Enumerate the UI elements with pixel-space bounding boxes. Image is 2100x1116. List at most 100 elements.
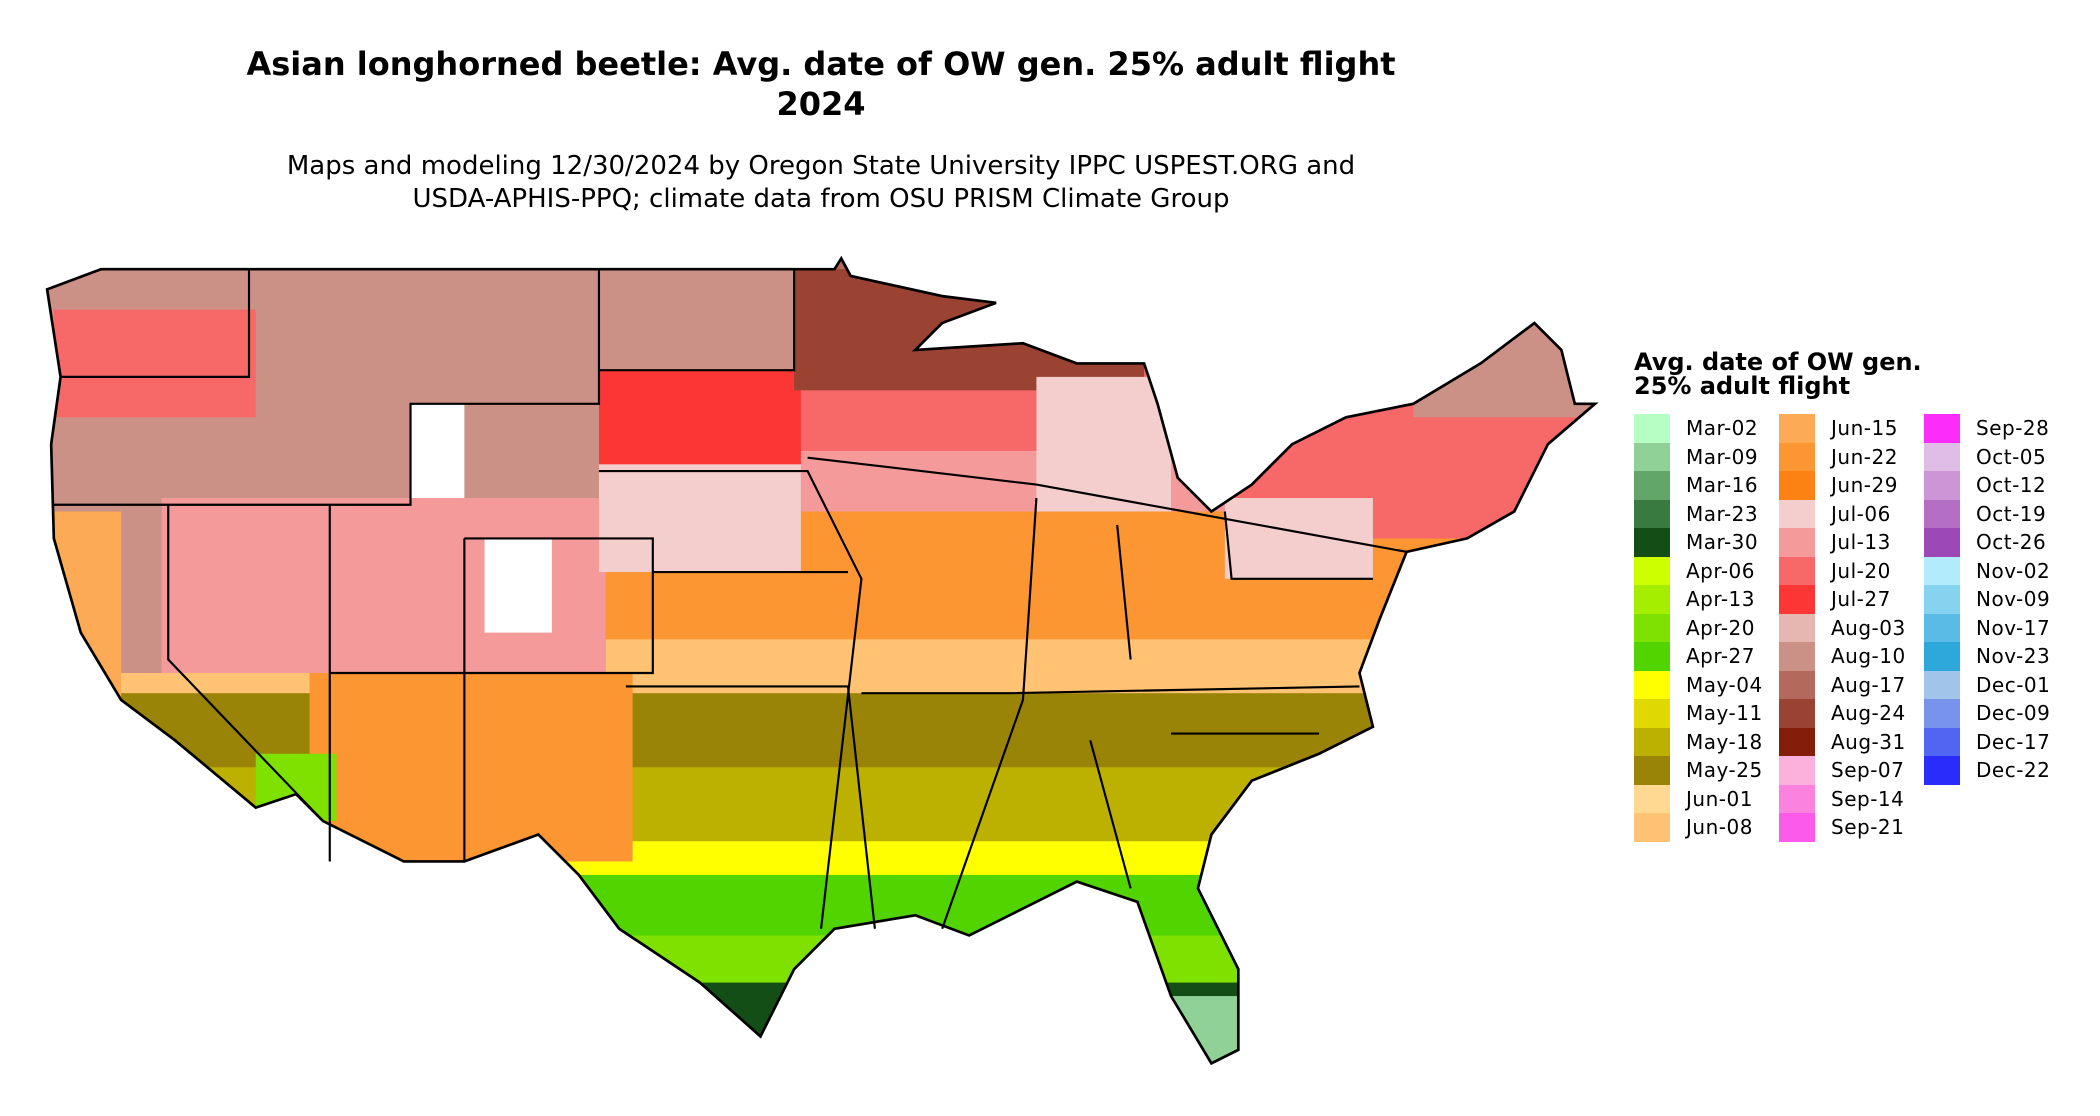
legend-item: Aug-03 [1779,613,1924,642]
legend-swatch [1924,699,1960,728]
legend-item: Aug-31 [1779,727,1924,756]
legend-label: Aug-24 [1831,701,1906,726]
legend-label: Oct-19 [1976,501,2047,526]
map-subtitle-line2: USDA-APHIS-PPQ; climate data from OSU PR… [412,184,1230,214]
legend-item: Aug-10 [1779,642,1924,671]
legend-label: Oct-05 [1976,444,2047,469]
legend-item: Oct-26 [1924,528,2069,557]
legend-label: Apr-06 [1686,558,1755,583]
legend-swatch [1634,499,1670,528]
legend-swatch [1634,528,1670,557]
legend-item: Jul-06 [1779,499,1924,528]
legend-swatch [1779,528,1815,557]
legend-label: Nov-23 [1976,644,2051,669]
legend-label: Nov-17 [1976,615,2051,640]
legend-swatch [1634,642,1670,671]
legend-item: Nov-09 [1924,585,2069,614]
phenology-raster [47,258,1596,1064]
legend-label: Nov-02 [1976,558,2051,583]
legend-item: Dec-01 [1924,670,2069,699]
legend-swatch [1634,556,1670,585]
legend-swatch [1924,756,1960,785]
legend-swatch [1779,499,1815,528]
legend-label: Sep-14 [1831,786,1905,811]
legend-label: Jun-08 [1686,815,1753,840]
legend-swatch [1634,727,1670,756]
legend-swatch [1634,813,1670,842]
legend-label: Dec-17 [1976,729,2051,754]
legend-swatch [1634,670,1670,699]
legend-swatch [1924,499,1960,528]
legend-item: Jul-27 [1779,585,1924,614]
legend-swatch [1779,471,1815,500]
legend-title: Avg. date of OW gen. 25% adult flight [1634,348,1922,400]
legend-swatch [1634,756,1670,785]
legend-label: Apr-20 [1686,615,1755,640]
legend-swatch [1924,613,1960,642]
legend-item: Apr-27 [1634,642,1779,671]
legend-item: Sep-07 [1779,756,1924,785]
legend-label: Jul-06 [1831,501,1891,526]
legend-label: Aug-03 [1831,615,1906,640]
legend-swatch [1924,528,1960,557]
legend-swatch [1779,699,1815,728]
legend-column: Sep-28 Oct-05 Oct-12 Oct-19 Oct-26 Nov-02 Nov-… [1924,414,2069,842]
legend-item: Dec-17 [1924,727,2069,756]
legend-item: Sep-21 [1779,813,1924,842]
legend-label: Dec-22 [1976,758,2051,783]
map-subtitle-line1: Maps and modeling 12/30/2024 by Oregon S… [286,151,1356,181]
legend-label: Jun-01 [1686,786,1753,811]
legend-item: Dec-09 [1924,699,2069,728]
legend-item: Mar-23 [1634,499,1779,528]
legend-item: May-04 [1634,670,1779,699]
legend-label: Mar-16 [1686,473,1759,498]
legend-swatch [1634,585,1670,614]
legend-label: Jun-15 [1831,416,1898,441]
legend-item: Jul-20 [1779,556,1924,585]
legend-label: Apr-27 [1686,644,1755,669]
legend-swatch [1924,585,1960,614]
legend-swatch [1924,471,1960,500]
legend-item: Jun-29 [1779,471,1924,500]
legend-label: May-04 [1686,672,1763,697]
legend-label: Oct-26 [1976,530,2047,555]
legend-swatch [1924,642,1960,671]
legend-swatch [1779,813,1815,842]
legend-item: Apr-13 [1634,585,1779,614]
legend-item: Aug-17 [1779,670,1924,699]
legend-swatch [1779,613,1815,642]
map-subtitle: Maps and modeling 12/30/2024 by Oregon S… [0,150,1642,216]
legend-label: Mar-23 [1686,501,1759,526]
legend-swatch [1779,727,1815,756]
legend-label: Jun-29 [1831,473,1898,498]
legend-swatch [1924,414,1960,443]
legend-swatch [1634,699,1670,728]
legend-item: Jun-15 [1779,414,1924,443]
legend-swatch [1779,585,1815,614]
legend-label: Mar-09 [1686,444,1759,469]
legend-label: Jun-22 [1831,444,1898,469]
legend-item: May-25 [1634,756,1779,785]
legend-item: Oct-12 [1924,471,2069,500]
legend-item: Sep-28 [1924,414,2069,443]
legend-columns: Mar-02 Mar-09 Mar-16 Mar-23 Mar-30 Apr-06 Apr-… [1634,414,2069,842]
legend: Avg. date of OW gen. 25% adult flight Ma… [1634,350,2069,842]
legend-item: Mar-02 [1634,414,1779,443]
legend-label: Aug-17 [1831,672,1906,697]
legend-swatch [1924,727,1960,756]
legend-label: Dec-09 [1976,701,2051,726]
legend-item: Apr-06 [1634,556,1779,585]
legend-item: Oct-19 [1924,499,2069,528]
legend-swatch [1779,442,1815,471]
legend-item: Oct-05 [1924,442,2069,471]
legend-swatch [1779,642,1815,671]
legend-swatch [1779,670,1815,699]
legend-label: May-18 [1686,729,1763,754]
legend-label: May-25 [1686,758,1763,783]
legend-column: Mar-02 Mar-09 Mar-16 Mar-23 Mar-30 Apr-06 Apr-… [1634,414,1779,842]
legend-item: Dec-22 [1924,756,2069,785]
legend-item: May-11 [1634,699,1779,728]
legend-label: Sep-21 [1831,815,1905,840]
legend-swatch [1924,442,1960,471]
